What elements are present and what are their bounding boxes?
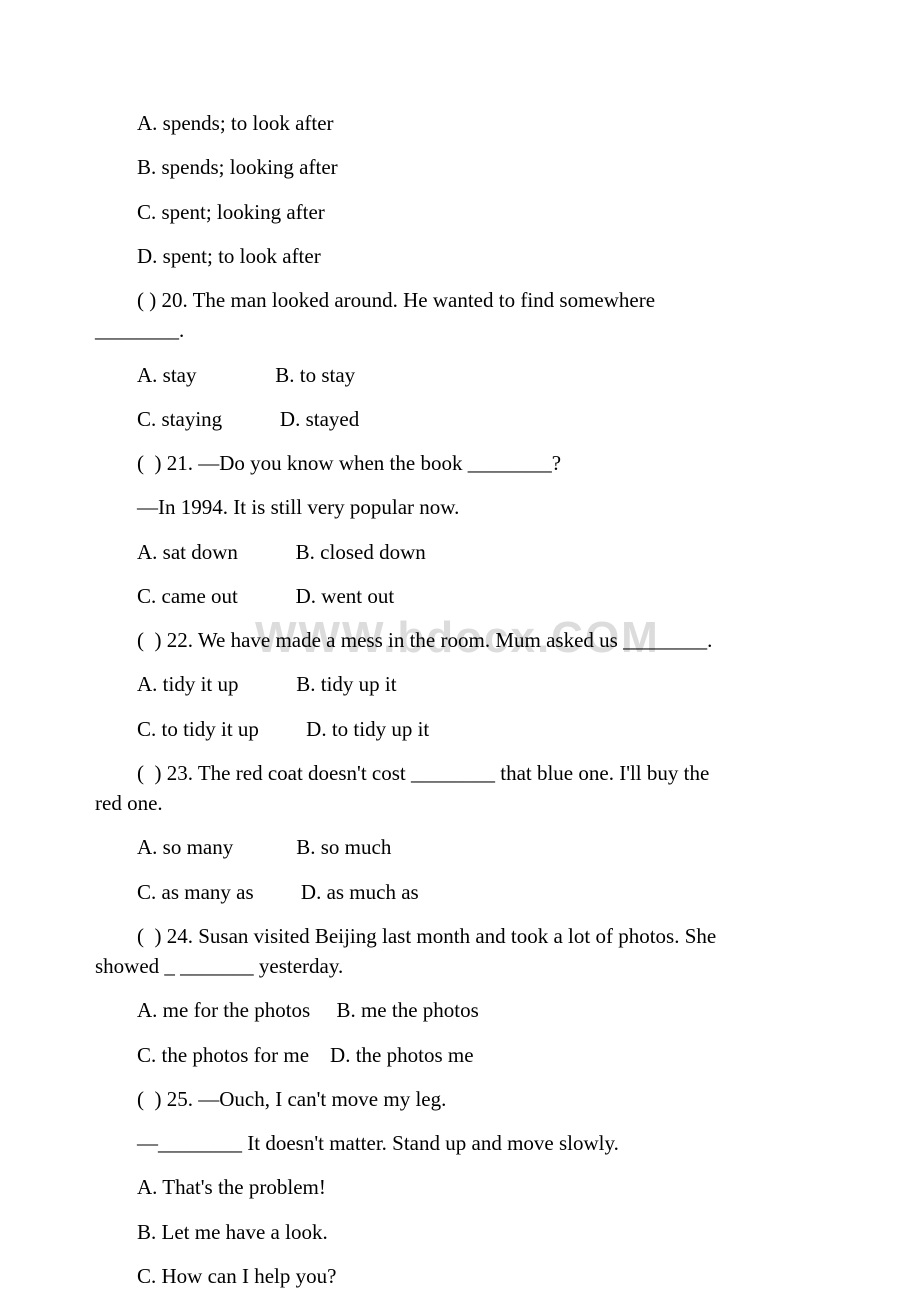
text-line: A. tidy it up B. tidy up it [95, 671, 825, 697]
text-line: A. spends; to look after [95, 110, 825, 136]
text-line: C. spent; looking after [95, 199, 825, 225]
text-line: B. spends; looking after [95, 154, 825, 180]
text-line: ________. [95, 317, 825, 343]
text-line: ( ) 24. Susan visited Beijing last month… [95, 923, 825, 949]
document-content: A. spends; to look after B. spends; look… [95, 110, 825, 1289]
text-line: C. How can I help you? [95, 1263, 825, 1289]
text-line: C. to tidy it up D. to tidy up it [95, 716, 825, 742]
text-line: ( ) 25. —Ouch, I can't move my leg. [95, 1086, 825, 1112]
text-line: C. as many as D. as much as [95, 879, 825, 905]
text-line: ( ) 20. The man looked around. He wanted… [95, 287, 825, 313]
text-line: ( ) 23. The red coat doesn't cost ______… [95, 760, 825, 786]
text-line: ( ) 22. We have made a mess in the room.… [95, 627, 825, 653]
text-line: C. the photos for me D. the photos me [95, 1042, 825, 1068]
text-line: B. Let me have a look. [95, 1219, 825, 1245]
text-line: A. so many B. so much [95, 834, 825, 860]
text-line: —In 1994. It is still very popular now. [95, 494, 825, 520]
text-line: A. stay B. to stay [95, 362, 825, 388]
text-line: D. spent; to look after [95, 243, 825, 269]
text-line: red one. [95, 790, 825, 816]
text-line: A. me for the photos B. me the photos [95, 997, 825, 1023]
text-line: A. sat down B. closed down [95, 539, 825, 565]
text-line: C. came out D. went out [95, 583, 825, 609]
text-line: showed _ _______ yesterday. [95, 953, 825, 979]
text-line: —________ It doesn't matter. Stand up an… [95, 1130, 825, 1156]
text-line: ( ) 21. —Do you know when the book _____… [95, 450, 825, 476]
text-line: C. staying D. stayed [95, 406, 825, 432]
text-line: A. That's the problem! [95, 1174, 825, 1200]
